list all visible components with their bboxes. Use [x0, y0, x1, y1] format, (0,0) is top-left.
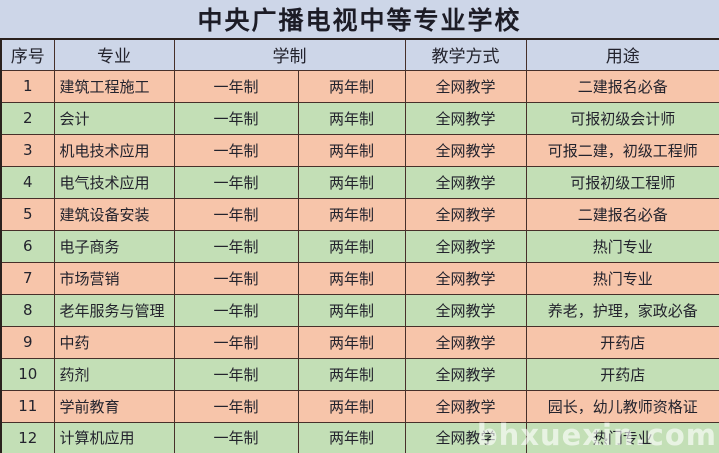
cell-teaching: 全网教学 [404, 101, 527, 135]
cell-teaching: 全网教学 [404, 389, 527, 423]
cell-no: 9 [0, 325, 55, 359]
cell-duration1: 一年制 [173, 261, 299, 295]
cell-use: 开药店 [525, 325, 719, 359]
cell-teaching: 全网教学 [404, 69, 527, 103]
cell-teaching: 全网教学 [404, 197, 527, 231]
cell-duration1: 一年制 [173, 357, 299, 391]
header-duration: 学制 [173, 38, 406, 71]
cell-duration2: 两年制 [297, 325, 406, 359]
cell-major: 机电技术应用 [53, 133, 175, 167]
header-use: 用途 [525, 38, 719, 71]
header-teaching: 教学方式 [404, 38, 527, 71]
cell-no: 1 [0, 69, 55, 103]
cell-duration2: 两年制 [297, 165, 406, 199]
cell-teaching: 全网教学 [404, 325, 527, 359]
cell-use: 养老，护理，家政必备 [525, 293, 719, 327]
table-row: 8 老年服务与管理 一年制 两年制 全网教学 养老，护理，家政必备 [0, 293, 719, 327]
cell-teaching: 全网教学 [404, 293, 527, 327]
cell-duration1: 一年制 [173, 229, 299, 263]
cell-major: 学前教育 [53, 389, 175, 423]
cell-use: 开药店 [525, 357, 719, 391]
cell-major: 电子商务 [53, 229, 175, 263]
cell-major: 会计 [53, 101, 175, 135]
cell-use: 园长，幼儿教师资格证 [525, 389, 719, 423]
cell-major: 中药 [53, 325, 175, 359]
page-title: 中央广播电视中等专业学校 [197, 6, 522, 35]
cell-duration1: 一年制 [173, 133, 299, 167]
table-row: 2 会计 一年制 两年制 全网教学 可报初级会计师 [0, 101, 719, 135]
cell-no: 11 [0, 389, 55, 423]
cell-major: 建筑工程施工 [53, 69, 175, 103]
cell-teaching: 全网教学 [404, 165, 527, 199]
cell-teaching: 全网教学 [404, 357, 527, 391]
cell-duration1: 一年制 [173, 197, 299, 231]
table-row: 3 机电技术应用 一年制 两年制 全网教学 可报二建，初级工程师 [0, 133, 719, 167]
cell-no: 7 [0, 261, 55, 295]
cell-use: 二建报名必备 [525, 197, 719, 231]
table-row: 4 电气技术应用 一年制 两年制 全网教学 可报初级工程师 [0, 165, 719, 199]
page-title-bar: 中央广播电视中等专业学校 [0, 0, 719, 38]
table-row: 9 中药 一年制 两年制 全网教学 开药店 [0, 325, 719, 359]
cell-use: 热门专业 [525, 261, 719, 295]
cell-duration2: 两年制 [297, 389, 406, 423]
cell-duration1: 一年制 [173, 69, 299, 103]
cell-no: 8 [0, 293, 55, 327]
cell-duration2: 两年制 [297, 261, 406, 295]
cell-use: 热门专业 [525, 421, 719, 453]
cell-major: 药剂 [53, 357, 175, 391]
cell-duration1: 一年制 [173, 389, 299, 423]
cell-no: 12 [0, 421, 55, 453]
cell-use: 热门专业 [525, 229, 719, 263]
table-row: 12 计算机应用 一年制 两年制 全网教学 热门专业 [0, 421, 719, 453]
cell-no: 6 [0, 229, 55, 263]
table-row: 5 建筑设备安装 一年制 两年制 全网教学 二建报名必备 [0, 197, 719, 231]
cell-duration1: 一年制 [173, 101, 299, 135]
cell-use: 可报初级会计师 [525, 101, 719, 135]
table-row: 10 药剂 一年制 两年制 全网教学 开药店 [0, 357, 719, 391]
cell-duration2: 两年制 [297, 229, 406, 263]
cell-no: 3 [0, 133, 55, 167]
cell-no: 4 [0, 165, 55, 199]
cell-teaching: 全网教学 [404, 229, 527, 263]
cell-duration1: 一年制 [173, 293, 299, 327]
cell-major: 市场营销 [53, 261, 175, 295]
cell-teaching: 全网教学 [404, 261, 527, 295]
cell-use: 可报初级工程师 [525, 165, 719, 199]
cell-major: 电气技术应用 [53, 165, 175, 199]
cell-major: 计算机应用 [53, 421, 175, 453]
cell-no: 2 [0, 101, 55, 135]
cell-no: 10 [0, 357, 55, 391]
table-row: 1 建筑工程施工 一年制 两年制 全网教学 二建报名必备 [0, 69, 719, 103]
header-no: 序号 [0, 38, 55, 71]
cell-duration2: 两年制 [297, 69, 406, 103]
cell-duration1: 一年制 [173, 165, 299, 199]
cell-duration2: 两年制 [297, 133, 406, 167]
table-row: 7 市场营销 一年制 两年制 全网教学 热门专业 [0, 261, 719, 295]
cell-use: 可报二建，初级工程师 [525, 133, 719, 167]
cell-duration2: 两年制 [297, 293, 406, 327]
majors-table: 序号 专业 学制 教学方式 用途 1 建筑工程施工 一年制 两年制 全网教学 二… [0, 38, 719, 453]
cell-teaching: 全网教学 [404, 421, 527, 453]
cell-use: 二建报名必备 [525, 69, 719, 103]
cell-duration2: 两年制 [297, 101, 406, 135]
table-row: 11 学前教育 一年制 两年制 全网教学 园长，幼儿教师资格证 [0, 389, 719, 423]
cell-teaching: 全网教学 [404, 133, 527, 167]
cell-major: 建筑设备安装 [53, 197, 175, 231]
cell-duration2: 两年制 [297, 421, 406, 453]
table-header-row: 序号 专业 学制 教学方式 用途 [0, 38, 719, 71]
cell-duration2: 两年制 [297, 197, 406, 231]
cell-duration2: 两年制 [297, 357, 406, 391]
header-major: 专业 [53, 38, 175, 71]
cell-major: 老年服务与管理 [53, 293, 175, 327]
cell-no: 5 [0, 197, 55, 231]
table-row: 6 电子商务 一年制 两年制 全网教学 热门专业 [0, 229, 719, 263]
cell-duration1: 一年制 [173, 325, 299, 359]
cell-duration1: 一年制 [173, 421, 299, 453]
